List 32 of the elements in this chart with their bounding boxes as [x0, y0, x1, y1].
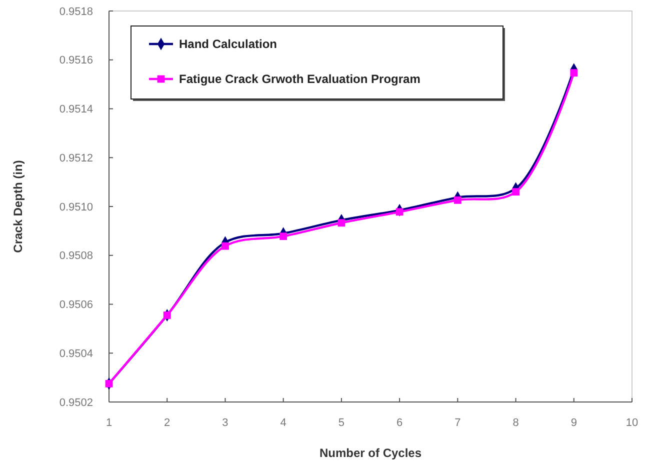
point	[396, 208, 404, 216]
y-tick-label: 0.9502	[59, 396, 93, 409]
x-tick-label: 4	[280, 417, 286, 429]
y-tick-label: 0.9506	[59, 299, 93, 312]
y-tick-label: 0.9504	[59, 348, 93, 360]
point	[105, 380, 113, 388]
y-tick-label: 0.9510	[59, 201, 93, 214]
legend-label: Hand Calculation	[179, 37, 278, 52]
x-tick-label: 3	[222, 417, 228, 429]
point	[163, 312, 171, 319]
x-tick-label: 5	[338, 417, 345, 429]
point	[512, 188, 520, 196]
y-tick-label: 0.9508	[59, 250, 93, 262]
y-axis-title: Crack Depth (in)	[11, 160, 25, 253]
y-tick-label: 0.9516	[59, 54, 93, 67]
point	[222, 242, 229, 250]
x-tick-label: 1	[106, 417, 112, 429]
point	[338, 219, 346, 227]
x-tick-label: 9	[570, 417, 577, 429]
legend-label: Fatigue Crack Grwoth Evaluation Program	[179, 72, 420, 86]
x-tick-label: 6	[396, 417, 403, 429]
point	[280, 232, 288, 240]
y-tick-label: 0.9514	[59, 104, 93, 116]
point	[570, 69, 578, 77]
point	[454, 196, 462, 204]
x-axis-title: Number of Cycles	[319, 446, 422, 460]
x-tick-label: 2	[164, 417, 170, 429]
x-tick-label: 7	[454, 417, 461, 429]
x-tick-label: 8	[512, 417, 519, 429]
x-tick-label: 10	[626, 417, 638, 429]
y-tick-label: 0.9512	[59, 152, 93, 164]
y-tick-label: 0.9518	[59, 6, 93, 18]
